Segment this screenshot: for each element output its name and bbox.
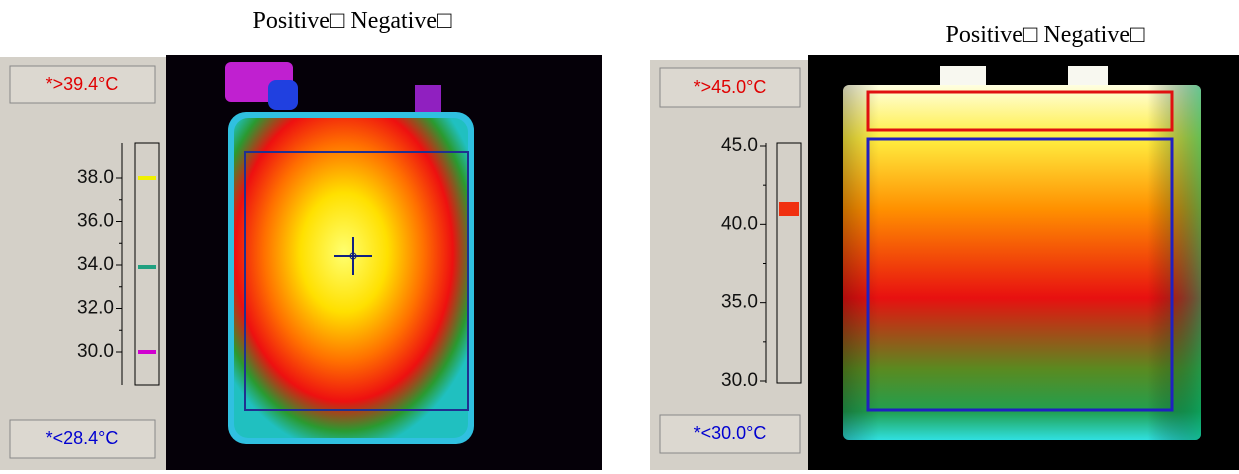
panel-left: Positive□ Negative□ *>39.4°C 38.0 36.0 34.… bbox=[0, 8, 602, 470]
min-label: *<28.4°C bbox=[46, 428, 119, 448]
tick-label: 34.0 bbox=[77, 254, 114, 275]
tick-label: 32.0 bbox=[77, 298, 114, 319]
panel-title: Positive□ Negative□ bbox=[946, 22, 1145, 48]
figure: Positive□ Negative□ *>39.4°C 38.0 36.0 34.… bbox=[0, 0, 1239, 474]
tick-label: 30.0 bbox=[77, 341, 114, 362]
tab bbox=[415, 85, 441, 115]
tick-label: 40.0 bbox=[721, 213, 758, 234]
scale-marker bbox=[138, 350, 156, 354]
panel-title: Positive□ Negative□ bbox=[253, 8, 452, 34]
scale-marker bbox=[138, 265, 156, 269]
tick-label: 30.0 bbox=[721, 370, 758, 391]
tick-label: 36.0 bbox=[77, 211, 114, 232]
max-label: *>45.0°C bbox=[694, 77, 767, 97]
tab bbox=[268, 80, 298, 110]
min-label: *<30.0°C bbox=[694, 423, 767, 443]
tick-label: 45.0 bbox=[721, 135, 758, 156]
tick-label: 38.0 bbox=[77, 167, 114, 188]
scale-bar bbox=[777, 143, 801, 383]
max-label: *>39.4°C bbox=[46, 74, 119, 94]
cell-heat bbox=[234, 118, 468, 438]
panel-right: Positive□ Negative□ *>45.0°C 45.0 40.0 35.… bbox=[650, 22, 1239, 470]
scale-marker bbox=[779, 202, 799, 216]
tick-label: 35.0 bbox=[721, 292, 758, 313]
scale-marker bbox=[138, 176, 156, 180]
